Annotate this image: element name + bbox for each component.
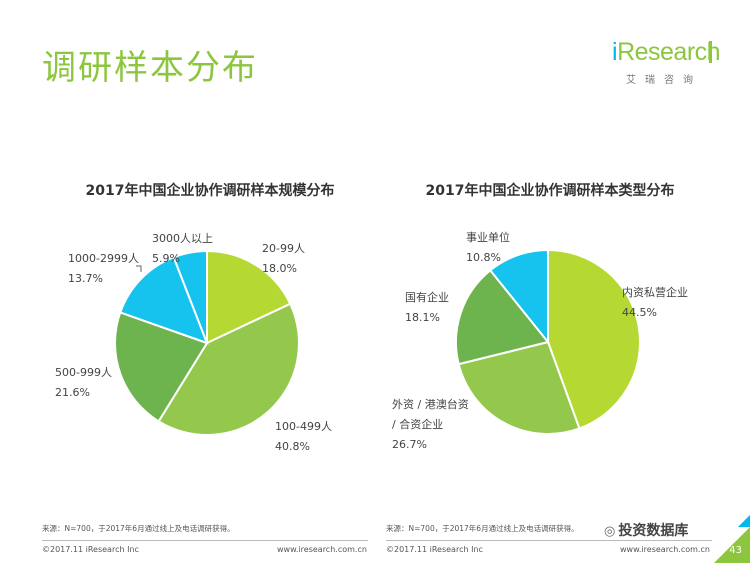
pie2-value-label: 18.1% xyxy=(405,311,440,324)
chart-title-type: 2017年中国企业协作调研样本类型分布 xyxy=(425,183,675,199)
website-link-left[interactable]: www.iresearch.com.cn xyxy=(277,545,367,554)
pie2-value-label: 26.7% xyxy=(392,438,427,451)
corner-decoration-stripe xyxy=(738,515,750,527)
pie2-slice-4 xyxy=(488,248,549,345)
source-note-right: 来源：N=700，于2017年6月通过线上及电话调研获得。 xyxy=(386,524,579,533)
page-number: 43 xyxy=(729,545,742,556)
pie1-slice-3 xyxy=(114,311,209,423)
website-link-right[interactable]: www.iresearch.com.cn xyxy=(620,545,710,554)
iresearch-logo: iResearch 艾瑞咨询 xyxy=(612,38,721,90)
source-note-left: 来源：N=700，于2017年6月通过线上及电话调研获得。 xyxy=(42,524,235,533)
pie2-value-label: 10.8% xyxy=(466,251,501,264)
pie2-slice-3 xyxy=(455,268,550,366)
pie1-value-label: 5.9% xyxy=(152,252,180,265)
chart-title-scale: 2017年中国企业协作调研样本规模分布 xyxy=(85,183,335,199)
pie1-category-label: 1000-2999人 xyxy=(68,252,139,265)
page-title: 调研样本分布 xyxy=(42,48,258,88)
brand-subtitle: 艾瑞咨询 xyxy=(626,75,702,86)
pie1-category-label: 100-499人 xyxy=(275,420,332,433)
pie2-category-label: 内资私营企业 xyxy=(622,285,688,299)
pie1-value-label: 40.8% xyxy=(275,440,310,453)
pie1-label-2: 100-499人 40.8% xyxy=(275,420,332,453)
pie1-slice-2 xyxy=(157,302,300,436)
copyright-right: ©2017.11 iResearch Inc xyxy=(386,545,483,554)
pie2-value-label: 44.5% xyxy=(622,306,657,319)
pie2-slice-2 xyxy=(457,340,581,435)
pie2-category-label: 外资 / 港澳台资 xyxy=(392,397,469,411)
pie1-slice-4 xyxy=(118,255,209,345)
pie2-label-1: 内资私营企业 44.5% xyxy=(622,285,688,319)
pie1-value-label: 13.7% xyxy=(68,272,103,285)
footer-divider-left xyxy=(42,540,368,541)
pie1-label-3: 500-999人 21.6% xyxy=(55,366,112,399)
pie2-category-label: 事业单位 xyxy=(466,230,510,244)
pie1-label-4: 1000-2999人 13.7% xyxy=(68,252,139,285)
pie1-category-label: 500-999人 xyxy=(55,366,112,379)
wechat-icon: ◎ xyxy=(604,524,616,539)
pie1-value-label: 21.6% xyxy=(55,386,90,399)
copyright-left: ©2017.11 iResearch Inc xyxy=(42,545,139,554)
pie1-value-label: 18.0% xyxy=(262,262,297,275)
pie1-label-5: 3000人以上 5.9% xyxy=(152,232,213,265)
watermark-text: 投资数据库 xyxy=(618,523,689,539)
pie2-category-label: 国有企业 xyxy=(405,290,449,304)
brand-wordmark: iResearch xyxy=(612,38,721,66)
pie2-label-4: 事业单位 10.8% xyxy=(466,230,510,264)
pie2-label-2: 外资 / 港澳台资 / 合资企业 26.7% xyxy=(392,397,469,451)
pie1-slice-5 xyxy=(172,249,208,344)
pie2-category-label: / 合资企业 xyxy=(392,417,443,431)
pie1-category-label: 20-99人 xyxy=(262,242,305,255)
brand-accent-bar xyxy=(709,41,712,63)
corner-decoration xyxy=(714,527,750,563)
pie1-slice-1 xyxy=(206,249,292,345)
watermark: ◎ 投资数据库 xyxy=(600,520,693,540)
pie1-leader-line xyxy=(136,265,142,272)
pie1-category-label: 3000人以上 xyxy=(152,232,213,245)
footer-divider-right xyxy=(386,540,712,541)
pie1-label-1: 20-99人 18.0% xyxy=(262,242,305,275)
pie2-slice-1 xyxy=(547,248,641,430)
pie2-label-3: 国有企业 18.1% xyxy=(405,290,449,324)
